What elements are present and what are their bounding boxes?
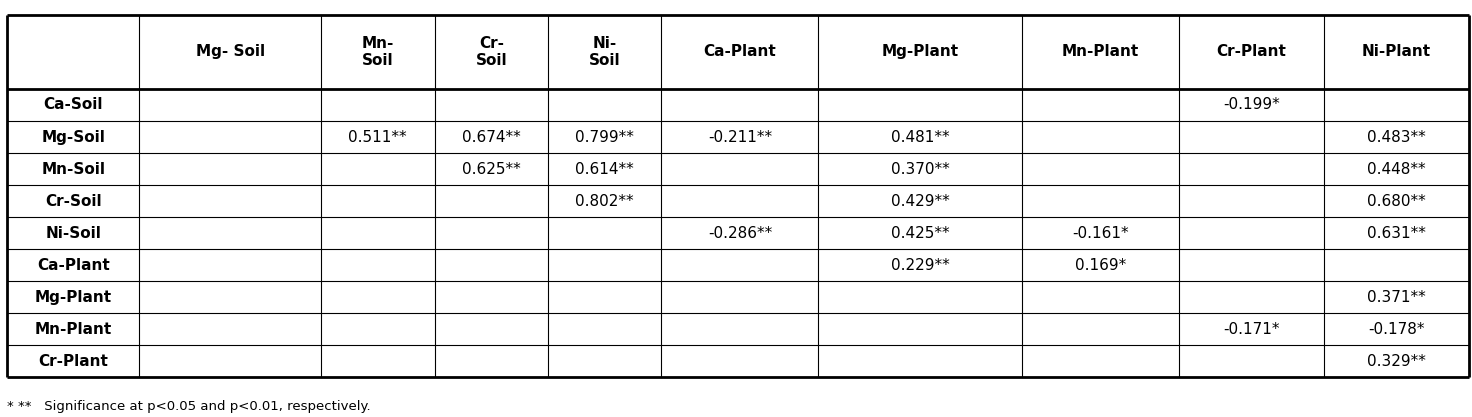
Text: 0.169*: 0.169*: [1075, 258, 1126, 273]
Text: Mn-Plant: Mn-Plant: [1061, 44, 1139, 59]
Text: -0.211**: -0.211**: [708, 130, 771, 145]
Text: 0.429**: 0.429**: [891, 193, 949, 208]
Text: -0.161*: -0.161*: [1072, 226, 1129, 241]
Text: 0.631**: 0.631**: [1367, 226, 1426, 241]
Text: -0.171*: -0.171*: [1223, 322, 1279, 337]
Text: 0.229**: 0.229**: [891, 258, 949, 273]
Text: 0.329**: 0.329**: [1367, 354, 1426, 369]
Text: Mn-
Soil: Mn- Soil: [362, 35, 394, 68]
Text: -0.199*: -0.199*: [1223, 98, 1279, 113]
Text: * **   Significance at p<0.05 and p<0.01, respectively.: * ** Significance at p<0.05 and p<0.01, …: [7, 400, 371, 413]
Text: Cr-Plant: Cr-Plant: [38, 354, 109, 369]
Text: Mn-Soil: Mn-Soil: [41, 161, 106, 176]
Text: 0.802**: 0.802**: [576, 193, 634, 208]
Text: Mg-Plant: Mg-Plant: [882, 44, 958, 59]
Text: 0.448**: 0.448**: [1367, 161, 1426, 176]
Text: Mn-Plant: Mn-Plant: [35, 322, 112, 337]
Text: Ni-Soil: Ni-Soil: [46, 226, 102, 241]
Text: Ca-Plant: Ca-Plant: [704, 44, 776, 59]
Text: 0.371**: 0.371**: [1367, 290, 1426, 305]
Text: Cr-Plant: Cr-Plant: [1216, 44, 1287, 59]
Text: 0.614**: 0.614**: [576, 161, 634, 176]
Text: 0.625**: 0.625**: [462, 161, 521, 176]
Text: 0.511**: 0.511**: [349, 130, 408, 145]
Text: 0.680**: 0.680**: [1367, 193, 1426, 208]
Text: Mg- Soil: Mg- Soil: [196, 44, 265, 59]
Text: Mg-Soil: Mg-Soil: [41, 130, 105, 145]
Text: Ca-Plant: Ca-Plant: [37, 258, 109, 273]
Text: 0.481**: 0.481**: [891, 130, 949, 145]
Text: Mg-Plant: Mg-Plant: [35, 290, 112, 305]
Text: Ca-Soil: Ca-Soil: [44, 98, 103, 113]
Text: -0.286**: -0.286**: [708, 226, 771, 241]
Text: 0.483**: 0.483**: [1367, 130, 1426, 145]
Text: -0.178*: -0.178*: [1367, 322, 1425, 337]
Text: 0.799**: 0.799**: [576, 130, 634, 145]
Text: 0.425**: 0.425**: [891, 226, 949, 241]
Text: 0.674**: 0.674**: [462, 130, 521, 145]
Text: Ni-Plant: Ni-Plant: [1362, 44, 1431, 59]
Text: Cr-Soil: Cr-Soil: [46, 193, 102, 208]
Text: Cr-
Soil: Cr- Soil: [475, 35, 506, 68]
Text: Ni-
Soil: Ni- Soil: [589, 35, 621, 68]
Text: 0.370**: 0.370**: [891, 161, 949, 176]
